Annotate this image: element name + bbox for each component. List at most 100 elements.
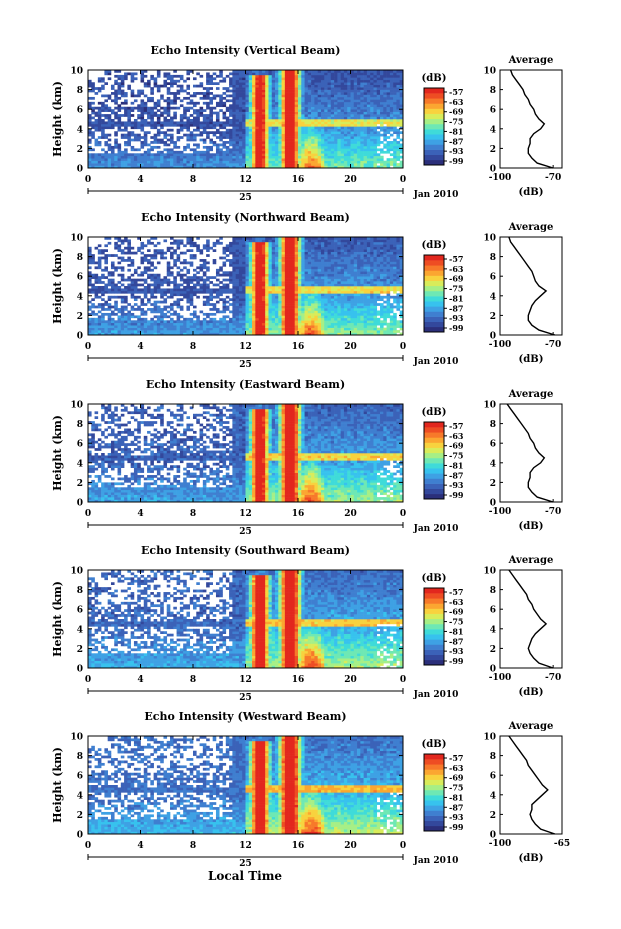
colorbar-tick-label: -81 [449, 626, 463, 636]
colorbar-swatch [424, 260, 444, 266]
day-label: 25 [239, 693, 252, 703]
panel-1: Echo Intensity (Vertical Beam) 0 2 4 6 8 10 Hei… [51, 44, 563, 203]
colorbar-swatch [424, 654, 444, 661]
profile-y-tick-label: 0 [490, 332, 496, 342]
date-label: Jan 2010 [413, 190, 459, 200]
profile-y-tick-label: 10 [483, 234, 496, 244]
heatmap-cells [88, 736, 404, 835]
profile-y-tick-label: 8 [490, 253, 496, 263]
colorbar-tick-label: -93 [449, 646, 464, 656]
y-tick-label: 6 [77, 273, 83, 283]
colorbar-swatch [424, 154, 444, 161]
profile-y-tick-label: 4 [490, 625, 496, 635]
colorbar-tick-label: -99 [449, 656, 464, 666]
colorbar-tick-label: -81 [449, 792, 463, 802]
profile-x-tick-label: -70 [545, 673, 561, 683]
profile-frame [499, 569, 563, 669]
profile-line [508, 569, 554, 669]
profile-y-tick-label: 0 [490, 165, 496, 175]
colorbar-swatch [424, 598, 444, 604]
x-tick-label: 4 [137, 175, 143, 185]
colorbar-swatch [424, 789, 444, 796]
panel-2: Echo Intensity (Northward Beam) 0 2 4 6 8 10 He… [51, 211, 563, 370]
profile-y-tick-label: 0 [490, 831, 496, 841]
y-tick-label: 6 [77, 106, 83, 116]
x-tick-label: 12 [239, 841, 252, 851]
profile-title: Average [508, 555, 554, 566]
y-tick-label: 2 [77, 479, 83, 489]
profile-y-tick-label: 4 [490, 125, 496, 135]
x-tick-label: 8 [190, 342, 196, 352]
colorbar-swatch [424, 275, 444, 281]
profile-y-tick-label: 6 [490, 772, 496, 782]
colorbar-swatch [424, 442, 444, 448]
colorbar-frame [423, 254, 445, 333]
x-tick-label: 16 [292, 342, 305, 352]
profile-title: Average [508, 222, 554, 233]
colorbar-swatch [424, 452, 444, 459]
colorbar-swatch [424, 825, 444, 832]
profile-line [508, 735, 556, 835]
x-tick-label: 0 [400, 675, 406, 685]
y-axis-label: Height (km) [51, 747, 64, 823]
y-tick-label: 4 [77, 459, 83, 469]
profile-y-tick-label: 10 [483, 567, 496, 577]
profile-y-tick-label: 10 [483, 67, 496, 77]
colorbar-swatch [424, 98, 444, 104]
local-time-label: Local Time [208, 869, 282, 883]
profile-y-tick-label: 8 [490, 752, 496, 762]
profile-y-tick-label: 4 [490, 292, 496, 302]
x-tick-label: 20 [344, 841, 357, 851]
x-tick-label: 12 [239, 342, 252, 352]
colorbar-swatch [424, 478, 444, 484]
heatmap-cells [88, 570, 404, 669]
y-tick-label: 8 [77, 586, 83, 596]
x-tick-label: 20 [344, 675, 357, 685]
colorbar-swatch [424, 159, 444, 166]
y-tick-label: 0 [77, 665, 83, 675]
profile-line [509, 69, 554, 169]
colorbar-tick-label: -63 [449, 431, 464, 441]
x-tick-label: 0 [85, 841, 91, 851]
y-tick-label: 4 [77, 125, 83, 135]
colorbar-tick-label: -75 [449, 617, 463, 627]
profile-line [508, 236, 556, 336]
profile-y-tick-label: 6 [490, 606, 496, 616]
colorbar-swatch [424, 301, 444, 307]
colorbar-tick-label: -75 [449, 451, 463, 461]
colorbar-swatch [424, 270, 444, 276]
colorbar-swatch [424, 311, 444, 317]
colorbar-tick-label: -81 [449, 293, 463, 303]
colorbar-tick-label: -87 [449, 802, 463, 812]
colorbar-frame [423, 421, 445, 500]
chart-title: Echo Intensity (Westward Beam) [144, 710, 346, 723]
x-tick-label: 8 [190, 675, 196, 685]
colorbar-swatch [424, 779, 444, 786]
chart-title: Echo Intensity (Eastward Beam) [146, 378, 345, 391]
colorbar-title: (dB) [422, 407, 447, 418]
colorbar-swatch [424, 634, 444, 640]
colorbar-tick-label: -75 [449, 117, 463, 127]
y-tick-label: 4 [77, 625, 83, 635]
y-tick-label: 2 [77, 145, 83, 155]
colorbar-tick-label: -57 [449, 421, 463, 431]
profile-xlabel: (dB) [519, 687, 544, 698]
colorbar-tick-label: -99 [449, 822, 464, 832]
profile-y-tick-label: 10 [483, 401, 496, 411]
profile-xlabel: (dB) [519, 187, 544, 198]
colorbar-swatch [424, 149, 444, 156]
y-tick-label: 4 [77, 292, 83, 302]
profile-frame [499, 69, 563, 169]
y-tick-label: 8 [77, 86, 83, 96]
colorbar-swatch [424, 488, 444, 495]
y-tick-label: 0 [77, 831, 83, 841]
x-tick-label: 4 [137, 841, 143, 851]
profile-y-tick-label: 8 [490, 86, 496, 96]
y-tick-label: 10 [70, 401, 83, 411]
colorbar-swatch [424, 784, 444, 791]
day-label: 25 [239, 527, 252, 537]
colorbar-tick-label: -87 [449, 636, 463, 646]
colorbar-swatch [424, 659, 444, 666]
profile-x-tick-label: -65 [554, 839, 570, 849]
